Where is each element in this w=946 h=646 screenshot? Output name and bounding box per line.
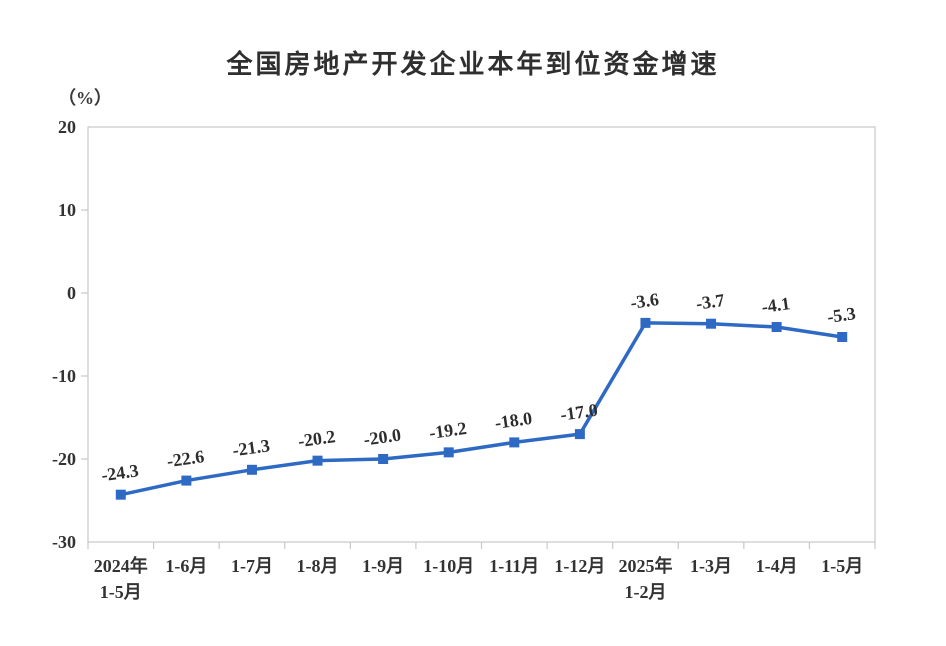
y-axis-unit-label: （%） (58, 88, 112, 108)
data-point-marker (181, 475, 192, 486)
x-tick-label: 1-5月 (821, 556, 863, 576)
data-point-marker (706, 318, 717, 329)
data-point-marker (837, 331, 848, 342)
x-tick-label: 2025年 1-2月 (618, 555, 672, 602)
data-point-label: -19.2 (428, 418, 468, 443)
y-tick-label: -30 (52, 532, 76, 552)
data-point-label: -22.6 (166, 446, 206, 471)
x-tick-label: 2024年 1-5月 (94, 555, 148, 602)
data-point-marker (443, 447, 454, 458)
chart-title: 全国房地产开发企业本年到位资金增速 (226, 49, 720, 79)
data-point-marker (312, 455, 323, 466)
plot-border (87, 126, 876, 543)
x-tick-label: 1-6月 (165, 556, 207, 576)
data-point-marker (771, 322, 782, 333)
data-point-label: -3.7 (695, 290, 726, 314)
data-point-label: -21.3 (231, 435, 271, 460)
x-tick-label: 1-3月 (690, 556, 732, 576)
y-tick-label: 20 (58, 117, 76, 137)
data-point-label: -4.1 (760, 293, 791, 317)
x-tick-label: 1-7月 (231, 556, 273, 576)
data-series-line (119, 321, 844, 497)
x-tick-label: 1-12月 (554, 556, 605, 576)
data-point-label: -20.2 (297, 426, 337, 451)
y-tick-label: 0 (67, 283, 76, 303)
data-point-label: -24.3 (100, 460, 140, 485)
data-point-marker (574, 429, 585, 440)
data-point-marker (115, 489, 126, 500)
x-tick-label: 1-10月 (423, 556, 474, 576)
x-tick-label: 1-11月 (489, 556, 539, 576)
data-point-label: -20.0 (362, 425, 402, 450)
y-tick-label: 10 (58, 200, 76, 220)
data-point-label: -5.3 (826, 303, 857, 327)
y-tick-label: -10 (52, 366, 76, 386)
data-point-marker (378, 454, 389, 464)
data-point-marker (509, 437, 520, 448)
x-tick-label: 1-4月 (756, 556, 798, 576)
data-point-label: -3.6 (629, 289, 660, 313)
data-point-label: -17.0 (559, 400, 599, 425)
data-point-marker (640, 317, 651, 328)
x-tick-label: 1-9月 (362, 556, 404, 576)
x-tick-label: 1-8月 (297, 556, 339, 576)
data-point-marker (246, 464, 257, 475)
data-point-label: -18.0 (493, 408, 533, 433)
y-tick-label: -20 (52, 449, 76, 469)
